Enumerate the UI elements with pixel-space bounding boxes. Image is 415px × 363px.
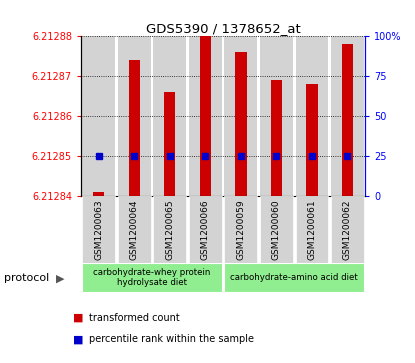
FancyBboxPatch shape — [225, 196, 257, 263]
Title: GDS5390 / 1378652_at: GDS5390 / 1378652_at — [146, 22, 300, 35]
Bar — [306, 84, 317, 196]
Text: carbohydrate-whey protein
hydrolysate diet: carbohydrate-whey protein hydrolysate di… — [93, 268, 211, 287]
Text: GSM1200065: GSM1200065 — [165, 199, 174, 260]
Bar — [164, 92, 176, 196]
FancyBboxPatch shape — [82, 263, 222, 292]
Bar — [225, 36, 257, 196]
Text: GSM1200063: GSM1200063 — [94, 199, 103, 260]
Bar — [129, 60, 140, 196]
FancyBboxPatch shape — [295, 196, 328, 263]
Bar — [118, 36, 151, 196]
Text: GSM1200066: GSM1200066 — [201, 199, 210, 260]
Text: GSM1200062: GSM1200062 — [343, 199, 352, 260]
Bar — [271, 80, 282, 196]
FancyBboxPatch shape — [331, 196, 364, 263]
Text: transformed count: transformed count — [89, 313, 180, 323]
Text: ■: ■ — [73, 313, 83, 323]
FancyBboxPatch shape — [260, 196, 293, 263]
Text: GSM1200060: GSM1200060 — [272, 199, 281, 260]
Bar — [260, 36, 293, 196]
Bar — [331, 36, 364, 196]
FancyBboxPatch shape — [189, 196, 222, 263]
Text: carbohydrate-amino acid diet: carbohydrate-amino acid diet — [230, 273, 358, 282]
Bar — [235, 52, 247, 196]
Bar — [295, 36, 328, 196]
Bar — [189, 36, 222, 196]
Bar — [93, 192, 105, 196]
Text: ■: ■ — [73, 334, 83, 344]
FancyBboxPatch shape — [82, 196, 115, 263]
Bar — [82, 36, 115, 196]
Text: protocol: protocol — [4, 273, 49, 283]
Bar — [200, 16, 211, 196]
FancyBboxPatch shape — [118, 196, 151, 263]
Bar — [342, 44, 353, 196]
Text: GSM1200064: GSM1200064 — [130, 199, 139, 260]
Bar — [154, 36, 186, 196]
FancyBboxPatch shape — [154, 196, 186, 263]
FancyBboxPatch shape — [225, 263, 364, 292]
Text: GSM1200061: GSM1200061 — [308, 199, 316, 260]
Text: percentile rank within the sample: percentile rank within the sample — [89, 334, 254, 344]
Text: GSM1200059: GSM1200059 — [236, 199, 245, 260]
Text: ▶: ▶ — [56, 274, 64, 284]
